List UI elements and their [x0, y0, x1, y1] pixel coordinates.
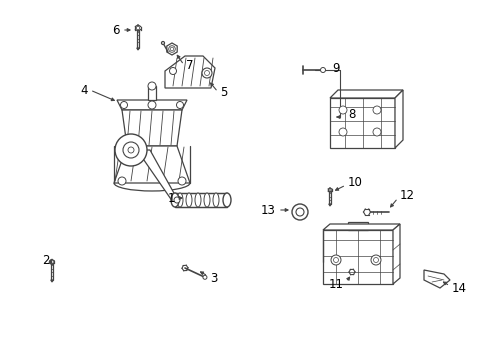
Circle shape — [136, 26, 140, 30]
Circle shape — [373, 257, 378, 262]
Circle shape — [148, 82, 156, 90]
Circle shape — [174, 197, 180, 203]
Polygon shape — [329, 191, 331, 204]
Circle shape — [121, 102, 127, 108]
Polygon shape — [148, 86, 156, 100]
Polygon shape — [114, 146, 190, 183]
Polygon shape — [329, 204, 331, 206]
Ellipse shape — [177, 193, 183, 207]
Circle shape — [329, 189, 331, 191]
Polygon shape — [117, 100, 187, 110]
Circle shape — [162, 41, 165, 45]
Text: 12: 12 — [400, 189, 415, 202]
Ellipse shape — [204, 193, 210, 207]
Polygon shape — [137, 30, 139, 48]
Polygon shape — [330, 90, 403, 98]
Circle shape — [170, 47, 174, 51]
Text: 13: 13 — [261, 203, 276, 216]
Polygon shape — [51, 263, 53, 280]
Text: 9: 9 — [332, 62, 340, 75]
Polygon shape — [348, 222, 368, 230]
Circle shape — [123, 142, 139, 158]
Circle shape — [292, 204, 308, 220]
Circle shape — [115, 134, 147, 166]
Text: 3: 3 — [210, 271, 218, 284]
Polygon shape — [330, 98, 395, 148]
Polygon shape — [323, 230, 393, 284]
Text: 4: 4 — [80, 84, 88, 96]
Circle shape — [373, 106, 381, 114]
Circle shape — [170, 68, 176, 75]
Ellipse shape — [195, 193, 201, 207]
Circle shape — [118, 177, 126, 185]
Ellipse shape — [171, 193, 179, 207]
Circle shape — [339, 106, 347, 114]
Polygon shape — [395, 90, 403, 148]
Text: 1: 1 — [168, 192, 175, 204]
Circle shape — [331, 255, 341, 265]
Circle shape — [128, 147, 134, 153]
Ellipse shape — [223, 193, 231, 207]
Circle shape — [148, 101, 156, 109]
Polygon shape — [137, 48, 139, 50]
Text: 8: 8 — [348, 108, 355, 121]
Circle shape — [204, 71, 210, 76]
Polygon shape — [137, 150, 175, 205]
Polygon shape — [51, 280, 53, 282]
Circle shape — [176, 102, 183, 108]
Text: 2: 2 — [42, 253, 49, 266]
Text: 7: 7 — [186, 59, 194, 72]
Circle shape — [178, 177, 186, 185]
Polygon shape — [175, 193, 227, 207]
Circle shape — [371, 255, 381, 265]
Polygon shape — [165, 56, 215, 88]
Ellipse shape — [213, 193, 219, 207]
Circle shape — [334, 257, 339, 262]
Polygon shape — [122, 110, 182, 146]
Polygon shape — [393, 224, 400, 284]
Text: 10: 10 — [348, 176, 363, 189]
Circle shape — [203, 275, 207, 279]
Polygon shape — [424, 270, 450, 288]
Text: 14: 14 — [452, 282, 467, 294]
Text: 5: 5 — [220, 86, 227, 99]
Circle shape — [339, 128, 347, 136]
Circle shape — [320, 68, 325, 72]
Circle shape — [50, 261, 53, 264]
Circle shape — [202, 68, 212, 78]
Circle shape — [296, 208, 304, 216]
Circle shape — [169, 46, 175, 52]
Polygon shape — [167, 43, 177, 55]
Text: 11: 11 — [329, 278, 344, 291]
Circle shape — [373, 128, 381, 136]
Polygon shape — [323, 224, 400, 230]
Text: 6: 6 — [113, 23, 120, 36]
Ellipse shape — [186, 193, 192, 207]
